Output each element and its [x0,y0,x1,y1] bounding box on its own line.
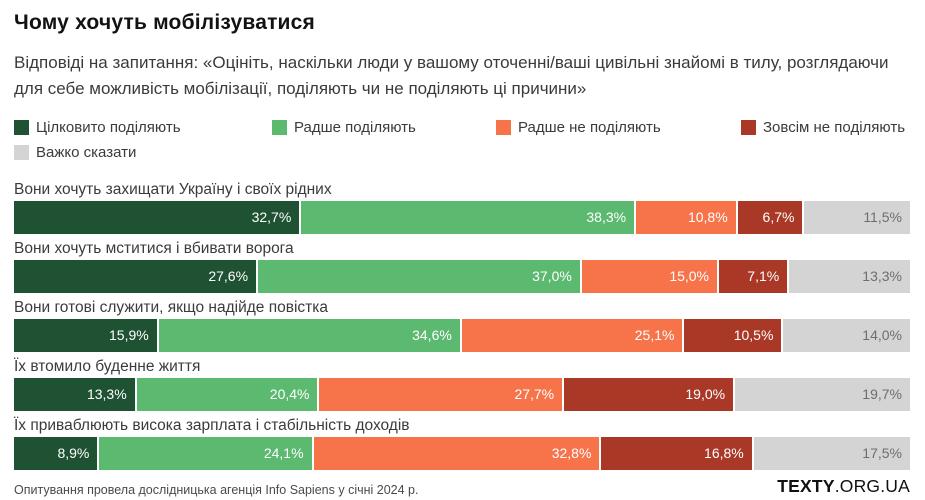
legend-item: Зовсім не поділяють [741,119,905,136]
bar-value-label: 13,3% [86,386,127,403]
bar-segment: 32,7% [14,200,302,234]
bar-segment: 19,7% [735,377,910,411]
logo-bold-part: TEXTY [777,475,835,496]
legend-label: Зовсім не поділяють [763,118,906,136]
bar-value-label: 27,7% [514,386,555,403]
stacked-bar: 15,9% 34,6% 25,1% 10,5% 14,0% [14,318,910,352]
page-title: Чому хочуть мобілізуватися [14,11,315,34]
bar-segment: 16,8% [601,436,754,470]
bar-segment: 7,1% [719,259,790,293]
legend-label: Цілковито поділяють [36,118,181,136]
legend-swatch [14,144,29,160]
bar-value-label: 16,8% [704,445,744,462]
bar-row-label: Вони хочуть мститися і вбивати ворога [14,239,294,257]
bar-value-label: 7,1% [747,268,780,285]
bar-value-label: 25,1% [634,327,675,344]
bar-segment: 19,0% [564,377,736,411]
legend: Цілковито поділяють Радше поділяють Радше … [14,119,910,161]
chart-subtitle: Відповіді на запитання: «Оцініть, наскіл… [14,53,889,99]
bar-row-label: Їх втомило буденне життя [14,357,201,375]
bar-value-label: 13,3% [862,268,902,285]
bar-value-label: 17,5% [862,445,902,462]
legend-label: Радше не поділяють [518,118,661,136]
bar-segment: 27,6% [14,259,259,293]
bar-row: Їх втомило буденне життя 13,3% 20,4% 27,7% 1… [14,358,910,411]
bar-segment: 38,3% [301,200,637,234]
bar-value-label: 32,8% [551,445,592,462]
bar-segment: 27,7% [319,377,565,411]
bar-value-label: 10,8% [687,209,728,226]
source-note: Опитування провела дослідницька агенція … [14,482,419,497]
bar-segment: 17,5% [753,436,910,470]
bar-row: Вони хочуть мститися і вбивати ворога 27,… [14,240,910,293]
bar-value-label: 38,3% [586,209,627,226]
bar-segment: 14,0% [783,318,910,352]
bar-segment: 24,1% [99,436,314,470]
bar-segment: 37,0% [258,259,582,293]
bar-value-label: 6,7% [762,209,795,226]
bar-segment: 6,7% [737,200,805,234]
bar-segment: 13,3% [789,259,910,293]
bar-segment: 34,6% [158,318,462,352]
legend-swatch [14,119,29,135]
bar-row-label: Вони хочуть захищати Україну і своїх рід… [14,180,332,198]
bar-segment: 25,1% [461,318,685,352]
bar-value-label: 24,1% [263,445,304,462]
legend-label: Важко сказати [36,143,137,161]
chart: Вони хочуть захищати Україну і своїх рід… [14,181,910,476]
legend-swatch [496,119,511,135]
legend-item: Важко сказати [14,144,136,161]
bar-value-label: 19,7% [862,386,902,403]
bar-value-label: 20,4% [269,386,310,403]
bar-row: Їх приваблюють висока зарплата і стабіль… [14,417,910,470]
bar-value-label: 15,9% [109,327,149,344]
bar-row: Вони хочуть захищати Україну і своїх рід… [14,181,910,234]
legend-row-1: Цілковито поділяють Радше поділяють Радше … [14,119,910,136]
bar-value-label: 14,0% [862,327,902,344]
bar-segment: 15,0% [581,259,720,293]
bar-value-label: 37,0% [532,268,572,285]
logo-rest-part: .ORG.UA [834,475,910,496]
bar-value-label: 34,6% [412,327,452,344]
stacked-bar: 27,6% 37,0% 15,0% 7,1% 13,3% [14,259,910,293]
texty-logo: TEXTY.ORG.UA [777,476,910,497]
bar-value-label: 10,5% [733,327,774,344]
legend-item: Радше не поділяють [496,119,741,136]
bar-segment: 15,9% [14,318,159,352]
bar-row-label: Вони готові служити, якщо надійде повіст… [14,298,328,316]
bar-value-label: 15,0% [669,268,710,285]
legend-label: Радше поділяють [294,118,416,136]
footer: Опитування провела дослідницька агенція … [14,476,910,497]
bar-value-label: 32,7% [251,209,292,226]
bar-value-label: 27,6% [208,268,249,285]
bar-value-label: 11,5% [863,209,902,226]
legend-row-2: Важко сказати [14,144,910,161]
bar-segment: 11,5% [804,200,910,234]
bar-segment: 8,9% [14,436,100,470]
legend-swatch [272,119,287,135]
bar-segment: 10,8% [636,200,738,234]
bar-row-label: Їх приваблюють висока зарплата і стабіль… [14,416,410,434]
stacked-bar: 8,9% 24,1% 32,8% 16,8% 17,5% [14,436,910,470]
legend-swatch [741,119,756,135]
bar-segment: 32,8% [313,436,602,470]
stacked-bar: 32,7% 38,3% 10,8% 6,7% 11,5% [14,200,910,234]
bar-value-label: 8,9% [57,445,90,462]
bar-segment: 10,5% [684,318,784,352]
legend-item: Радше поділяють [272,119,496,136]
stacked-bar: 13,3% 20,4% 27,7% 19,0% 19,7% [14,377,910,411]
legend-item: Цілковито поділяють [14,119,272,136]
bar-value-label: 19,0% [685,386,726,403]
bar-segment: 20,4% [136,377,320,411]
bar-row: Вони готові служити, якщо надійде повіст… [14,299,910,352]
bar-segment: 13,3% [14,377,137,411]
